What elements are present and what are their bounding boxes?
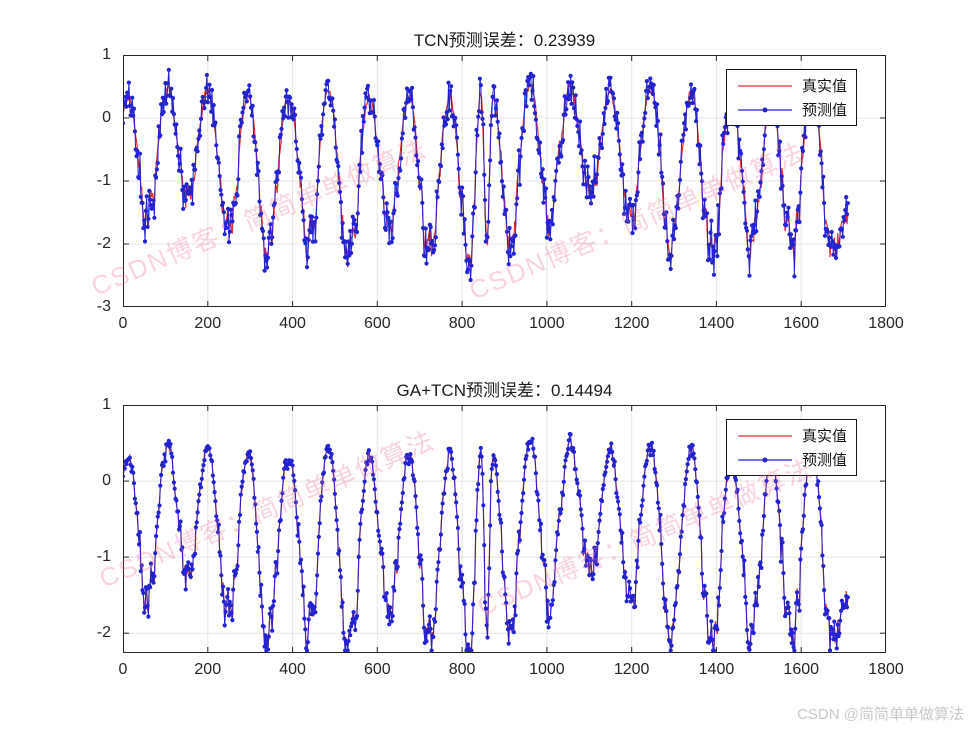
x-tick-label: 200: [194, 661, 222, 678]
x-tick-label: 1200: [613, 315, 650, 332]
y-tick-label: 0: [102, 109, 111, 126]
chart-title-tcn: TCN预测误差：0.23939: [413, 31, 596, 50]
y-tick-label: 1: [102, 396, 111, 413]
x-tick-label: 1400: [698, 661, 735, 678]
legend-line-sample: [738, 84, 792, 87]
x-tick-label: 1600: [783, 315, 820, 332]
legend-entry: 预测值: [736, 449, 847, 470]
legend: 真实值 预测值: [726, 419, 858, 476]
x-tick-label: 600: [363, 661, 391, 678]
plot-area-ga-tcn: [123, 405, 886, 653]
legend-label: 预测值: [802, 102, 848, 119]
x-tick-label: 800: [448, 661, 476, 678]
legend-line-marker-sample: [738, 457, 792, 462]
x-tick-label: 1400: [698, 315, 735, 332]
x-tick-label: 1200: [613, 661, 650, 678]
x-tick-label: 600: [363, 315, 391, 332]
legend-label: 预测值: [802, 452, 848, 469]
y-tick-label: -2: [96, 235, 111, 252]
x-tick-label: 1800: [868, 661, 904, 678]
y-tick-label: -3: [96, 298, 111, 315]
legend: 真实值 预测值: [726, 69, 858, 126]
legend-line-sample: [738, 434, 792, 437]
chart-title-ga-tcn: GA+TCN预测误差：0.14494: [396, 381, 613, 400]
x-tick-label: 0: [118, 315, 128, 332]
legend-entry: 真实值: [736, 75, 847, 96]
x-tick-label: 400: [279, 661, 306, 678]
x-tick-label: 400: [279, 315, 306, 332]
legend-entry: 真实值: [736, 425, 847, 446]
legend-label: 真实值: [802, 78, 848, 95]
x-tick-label: 0: [118, 661, 128, 678]
x-tick-label: 1800: [868, 315, 904, 332]
legend-line-marker-sample: [738, 107, 792, 112]
x-tick-label: 1600: [783, 661, 820, 678]
x-tick-label: 1000: [529, 315, 565, 332]
y-tick-label: 1: [102, 46, 111, 63]
x-tick-label: 800: [448, 315, 476, 332]
x-tick-label: 200: [194, 315, 222, 332]
y-tick-label: -1: [96, 172, 111, 189]
legend-label: 真实值: [802, 428, 848, 445]
y-tick-label: -1: [96, 548, 111, 566]
csdn-credit: CSDN @简简单单做算法: [797, 706, 964, 723]
y-tick-label: 0: [102, 472, 111, 490]
legend-entry: 预测值: [736, 99, 847, 120]
y-tick-label: -2: [96, 624, 111, 642]
x-tick-label: 1000: [529, 661, 565, 678]
